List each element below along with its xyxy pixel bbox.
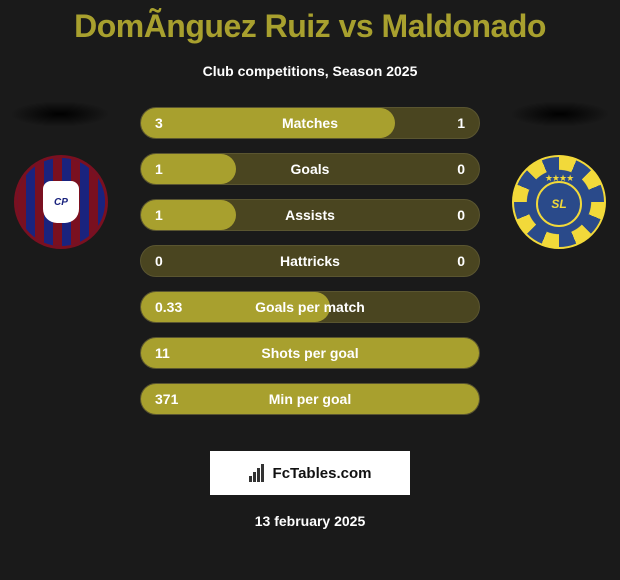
stat-label: Shots per goal <box>211 345 409 361</box>
comparison-panel: CP ★★★★ SL 3Matches11Goals01Assists00Hat… <box>0 107 620 437</box>
stat-right-value: 0 <box>409 161 479 177</box>
crest-left-badge: CP <box>43 181 79 223</box>
crest-right-badge: SL <box>536 181 582 227</box>
stat-row: 0.33Goals per match <box>140 291 480 323</box>
team-crest-right: ★★★★ SL <box>512 155 606 249</box>
stat-right-value: 0 <box>409 253 479 269</box>
stat-left-value: 371 <box>141 391 211 407</box>
stat-left-value: 3 <box>141 115 211 131</box>
date-text: 13 february 2025 <box>0 513 620 529</box>
stat-left-value: 1 <box>141 207 211 223</box>
stat-label: Goals <box>211 161 409 177</box>
bars-icon <box>249 464 267 482</box>
subtitle: Club competitions, Season 2025 <box>0 63 620 79</box>
stat-rows: 3Matches11Goals01Assists00Hattricks00.33… <box>140 107 480 429</box>
stat-label: Min per goal <box>211 391 409 407</box>
stat-left-value: 1 <box>141 161 211 177</box>
stat-row: 3Matches1 <box>140 107 480 139</box>
stat-left-value: 11 <box>141 345 211 361</box>
stat-row: 0Hattricks0 <box>140 245 480 277</box>
branding-text: FcTables.com <box>273 465 372 482</box>
team-crest-left: CP <box>14 155 108 249</box>
stat-row: 11Shots per goal <box>140 337 480 369</box>
stat-label: Assists <box>211 207 409 223</box>
stat-right-value: 1 <box>409 115 479 131</box>
stat-row: 1Goals0 <box>140 153 480 185</box>
stat-label: Hattricks <box>211 253 409 269</box>
stat-right-value: 0 <box>409 207 479 223</box>
stat-row: 371Min per goal <box>140 383 480 415</box>
stat-label: Goals per match <box>211 299 409 315</box>
page-title: DomÃ­nguez Ruiz vs Maldonado <box>0 0 620 45</box>
stat-row: 1Assists0 <box>140 199 480 231</box>
stat-left-value: 0 <box>141 253 211 269</box>
shadow-right <box>510 101 610 127</box>
shadow-left <box>10 101 110 127</box>
stat-left-value: 0.33 <box>141 299 211 315</box>
branding-box: FcTables.com <box>210 451 410 495</box>
stat-label: Matches <box>211 115 409 131</box>
